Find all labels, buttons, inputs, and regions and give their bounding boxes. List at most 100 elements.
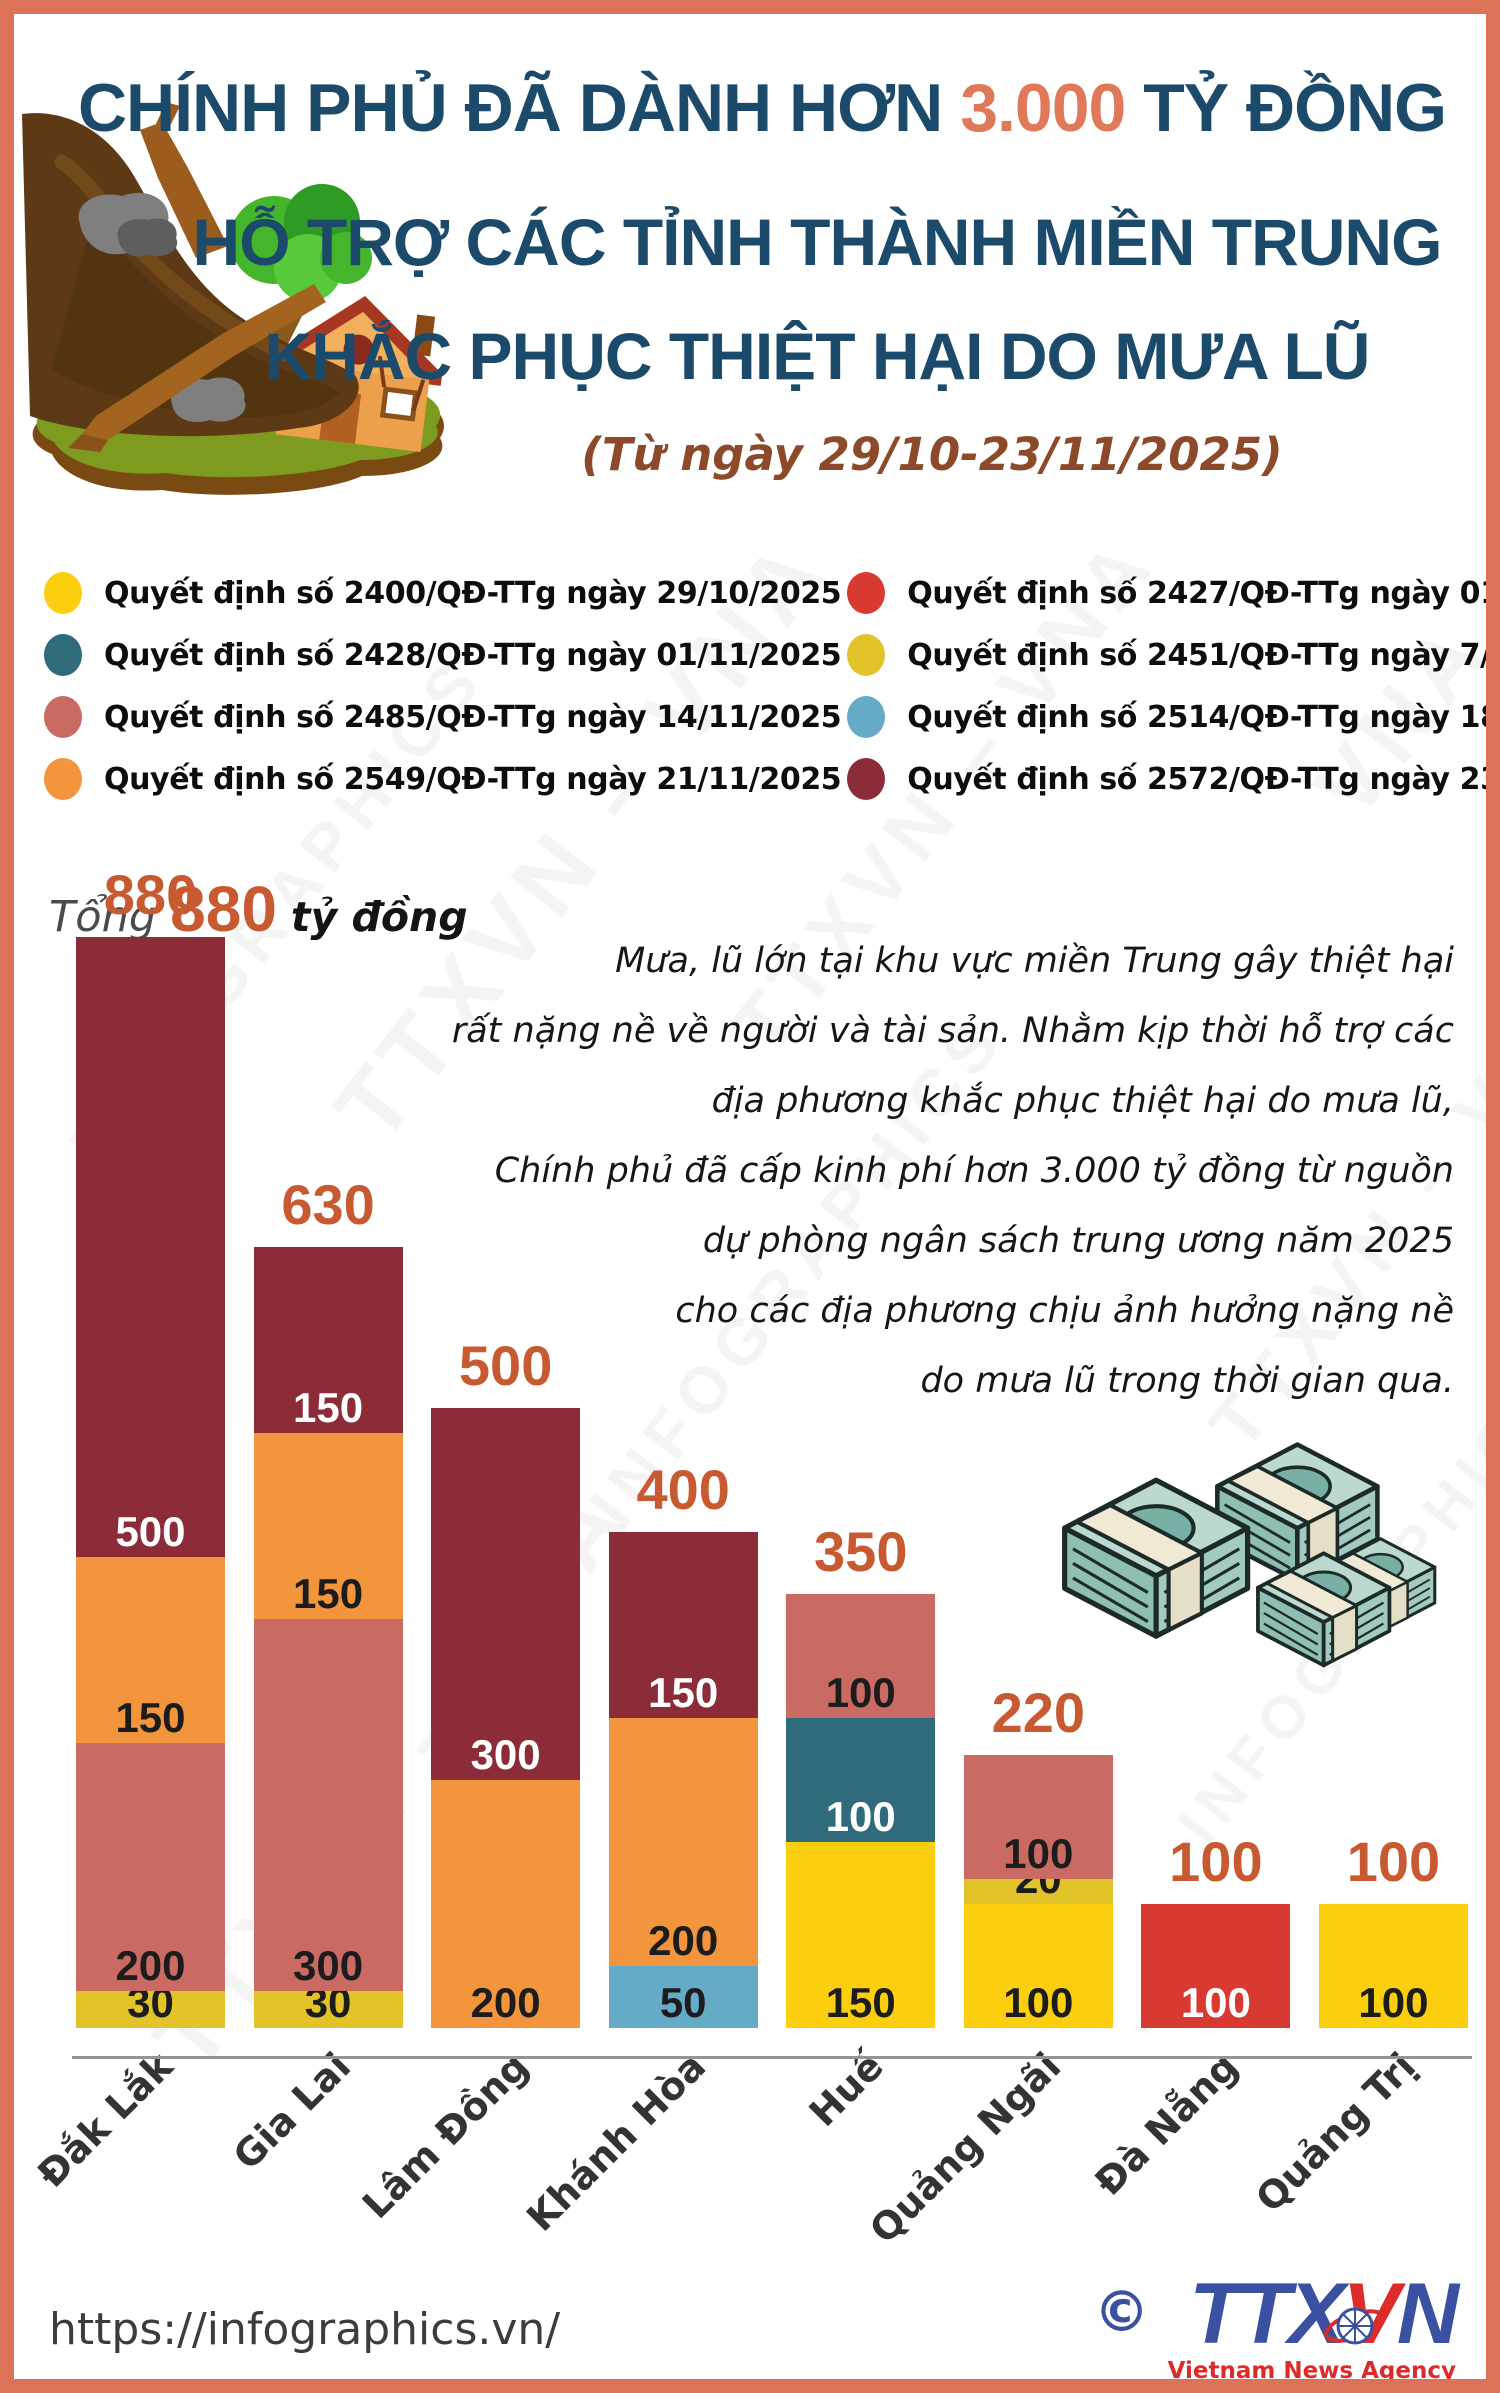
description-line: địa phương khắc phục thiệt hại do mưa lũ… (711, 1081, 1454, 1121)
bar-segment-value: 200 (648, 1917, 719, 1964)
legend-item-2451: Quyết định số 2451/QĐ-TTg ngày 7/11/2025 (847, 634, 1491, 676)
page-title-line3: KHẮC PHỤC THIỆT HẠI DO MƯA LŨ (264, 319, 1371, 393)
legend-item-2572: Quyết định số 2572/QĐ-TTg ngày 23/11/202… (847, 758, 1486, 800)
logo-subtitle: Vietnam News Agency (1167, 2357, 1456, 2384)
x-axis-label: Quảng Ngãi (861, 2044, 1070, 2252)
bar-segment-2485: 300 (253, 1619, 403, 1991)
legend-label: Quyết định số 2427/QĐ-TTg ngày 01/11/202… (907, 575, 1500, 611)
bar-segment-value: 150 (648, 1669, 719, 1716)
bar-segment-value: 300 (470, 1731, 541, 1778)
bar-total-label: 100 (1169, 1830, 1263, 1893)
bar-segment-value: 150 (825, 1979, 896, 2026)
bar-segment-value: 100 (1180, 1979, 1251, 2026)
bar-stack: 30 300 150 150 (253, 1247, 403, 2028)
legend-item-2400: Quyết định số 2400/QĐ-TTg ngày 29/10/202… (44, 572, 842, 614)
bar-segment-value: 50 (659, 1979, 707, 2026)
bar-segment-2572: 150 (253, 1247, 403, 1433)
legend-label: Quyết định số 2514/QĐ-TTg ngày 18/11/202… (907, 699, 1500, 735)
legend-label: Quyết định số 2451/QĐ-TTg ngày 7/11/2025 (907, 637, 1491, 673)
bar-group-Khánh Hòa: 400 50 200 150 Khánh Hòa (518, 1457, 758, 2240)
legend-dot-icon (44, 696, 82, 738)
description-line: dự phòng ngân sách trung ương năm 2025 (702, 1221, 1454, 1261)
logo-n: N (1396, 2266, 1459, 2362)
bar-segment-2400: 100 (1318, 1904, 1468, 2028)
x-axis-label: Khánh Hòa (518, 2044, 715, 2240)
landslide-illustration (22, 102, 445, 495)
legend-dot-icon (847, 758, 886, 800)
description-paragraph: Mưa, lũ lớn tại khu vực miền Trung gây t… (426, 926, 1454, 1416)
x-axis-label: Đà Nẵng (1086, 2044, 1247, 2205)
bar-stack: 10020100 (963, 1755, 1113, 2028)
logo-wordmark: TTXVN (1168, 2271, 1459, 2357)
legend-dot-icon (44, 634, 82, 676)
legend-label: Quyết định số 2549/QĐ-TTg ngày 21/11/202… (104, 761, 842, 797)
bar-segment-2427: 100 (1141, 1904, 1291, 2028)
legend-dot-icon (847, 696, 886, 738)
bar-segment-2400: 150 (786, 1842, 936, 2028)
bar-stack: 30 200 150 500 (76, 937, 225, 2028)
bar-group-Đà Nẵng: 100 100 Đà Nẵng (1087, 1829, 1291, 2204)
bar-stack: 50 200 150 (608, 1532, 758, 2028)
bar-stack: 200 300 (431, 1408, 581, 2028)
logo-ttx: TTX (1189, 2266, 1345, 2362)
bar-segment-2451: 30 (253, 1982, 403, 2028)
legend-dot-icon (847, 634, 886, 676)
legend-dot-icon (847, 572, 886, 614)
title-line1-post: TỶ ĐỒNG (1125, 70, 1447, 146)
bar-segment-2549: 150 (253, 1433, 403, 1619)
bar-total-label: 880 (103, 863, 198, 926)
bar-stack: 100 (1141, 1904, 1291, 2028)
bar-total-label: 500 (458, 1334, 553, 1397)
description-line: Chính phủ đã cấp kinh phí hơn 3.000 tỷ đ… (494, 1151, 1454, 1191)
copyright-icon: © (1093, 2280, 1150, 2345)
legend-item-2485: Quyết định số 2485/QĐ-TTg ngày 14/11/202… (44, 696, 842, 738)
bar-segment-2572: 300 (431, 1408, 581, 1780)
legend-dot-icon (44, 572, 82, 614)
page-title-line2: HỖ TRỢ CÁC TỈNH THÀNH MIỀN TRUNG (192, 205, 1443, 279)
bar-segment-2451: 30 (76, 1982, 225, 2028)
x-axis-line (72, 2056, 1472, 2059)
source-url: https://infographics.vn/ (49, 2304, 561, 2355)
x-axis-label: Lâm Đồng (353, 2044, 537, 2228)
x-axis-label: Quảng Trị (1247, 2044, 1425, 2221)
bar-segment-2549: 150 (76, 1557, 225, 1743)
bar-segment-2572: 500 (76, 937, 225, 1557)
bar-segment-2514: 50 (608, 1966, 758, 2028)
bar-segment-value: 100 (825, 1669, 896, 1716)
legend: Quyết định số 2400/QĐ-TTg ngày 29/10/202… (44, 572, 1486, 800)
bar-total-label: 220 (991, 1681, 1086, 1744)
bar-segment-value: 150 (115, 1694, 186, 1741)
globe-icon (1324, 2307, 1387, 2345)
title-highlight-amount: 3.000 (960, 70, 1126, 146)
total-prefix: Tổng (49, 892, 157, 942)
description-line: rất nặng nề về người và tài sản. Nhằm kị… (451, 1011, 1454, 1051)
date-range-subtitle: (Từ ngày 29/10-23/11/2025) (581, 428, 1283, 481)
agency-logo: © TTXVN Vietnam News Agency (1093, 2271, 1459, 2384)
bar-stack: 150 100 100 (786, 1594, 936, 2028)
bar-segment-value: 500 (115, 1508, 186, 1555)
legend-item-2514: Quyết định số 2514/QĐ-TTg ngày 18/11/202… (847, 696, 1500, 738)
bar-segment-2549: 200 (431, 1780, 581, 2028)
total-label: Tổng 880 tỷ đồng (49, 872, 468, 946)
bar-segment-2485: 100 (963, 1755, 1113, 1879)
description-line: Mưa, lũ lớn tại khu vực miền Trung gây t… (615, 941, 1454, 981)
bar-total-label: 100 (1346, 1830, 1441, 1893)
bar-segment-2400: 100 (963, 1904, 1113, 2028)
bar-segment-value: 100 (1358, 1979, 1429, 2026)
bar-group-Đắk Lắk: 880 30 200 150 500 Đắk Lắk (29, 862, 225, 2196)
bar-segment-value: 200 (470, 1979, 541, 2026)
broken-trunk-illustration (140, 102, 228, 258)
legend-label: Quyết định số 2428/QĐ-TTg ngày 01/11/202… (104, 637, 842, 673)
bar-segment-value: 150 (293, 1570, 364, 1617)
x-axis-label: Gia Lai (224, 2044, 360, 2179)
bar-segment-2428: 100 (786, 1718, 936, 1842)
bar-group-Gia Lai: 630 30 300 150 150 Gia Lai (225, 1172, 403, 2178)
legend-label: Quyết định số 2400/QĐ-TTg ngày 29/10/202… (104, 575, 842, 611)
bar-total-label: 400 (636, 1458, 730, 1521)
bar-stack: 100 (1318, 1904, 1468, 2028)
description-line: do mưa lũ trong thời gian qua. (920, 1361, 1454, 1401)
bar-segment-value: 100 (1003, 1979, 1074, 2026)
x-axis-label: Đắk Lắk (29, 2044, 182, 2197)
legend-item-2549: Quyết định số 2549/QĐ-TTg ngày 21/11/202… (44, 758, 842, 800)
